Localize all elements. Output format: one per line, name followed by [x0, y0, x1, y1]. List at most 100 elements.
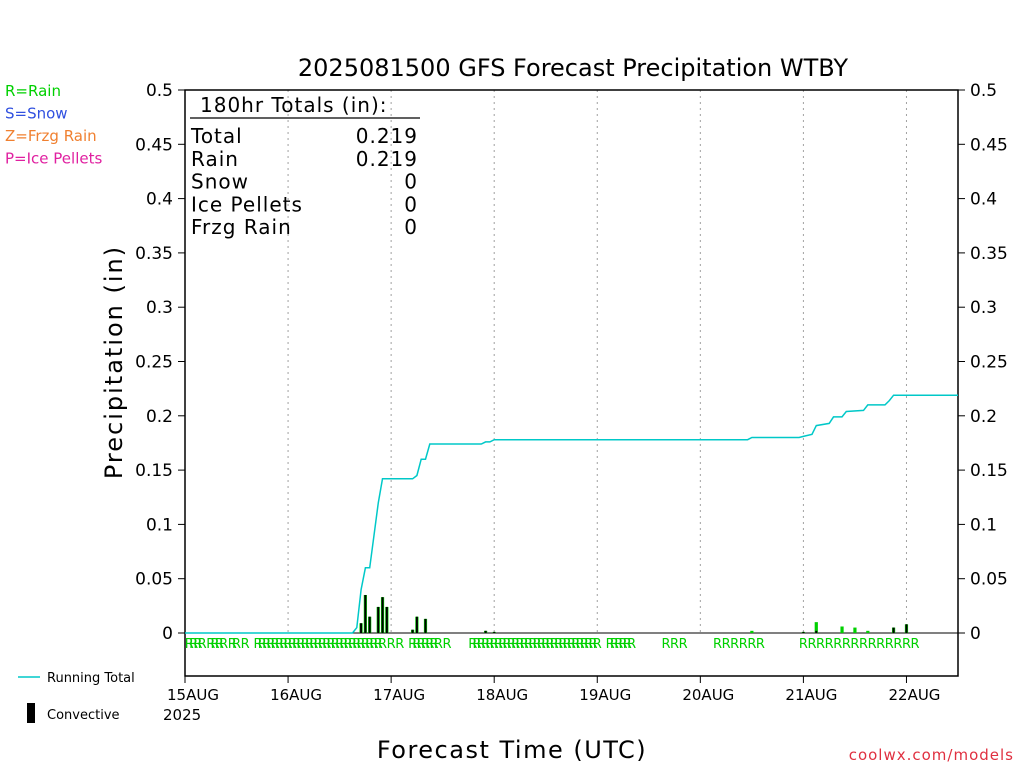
rain-type-marker: R — [357, 637, 366, 652]
rain-type-marker: R — [271, 637, 280, 652]
rain-type-marker: R — [859, 637, 868, 652]
rain-type-marker: R — [189, 637, 198, 652]
rain-type-marker: R — [546, 637, 555, 652]
rain-type-marker: R — [288, 637, 297, 652]
y-tick-label-right: 0.15 — [970, 461, 1008, 481]
y-tick-label-right: 0.1 — [970, 515, 997, 535]
rain-type-marker: R — [481, 637, 490, 652]
x-tick-label: 16AUG — [270, 686, 322, 704]
rain-type-marker: R — [477, 637, 486, 652]
rain-type-marker: R — [747, 637, 756, 652]
rain-type-marker: R — [713, 637, 722, 652]
totals-row-value: 0.219 — [356, 147, 418, 171]
precip-type-legend: R=Rain S=Snow Z=Frzg Rain P=Ice Pellets — [5, 82, 102, 168]
rain-type-marker: R — [279, 637, 288, 652]
rain-type-marker: R — [361, 637, 370, 652]
rain-type-marker: R — [541, 637, 550, 652]
convective-bar — [484, 630, 487, 633]
rain-type-marker: R — [348, 637, 357, 652]
totals-row-value: 0 — [404, 215, 418, 239]
rain-type-marker: R — [661, 637, 670, 652]
rain-type-marker: R — [417, 637, 426, 652]
rain-type-marker: R — [211, 637, 220, 652]
rain-type-marker: R — [206, 637, 215, 652]
totals-row-label: Ice Pellets — [191, 192, 303, 216]
rain-type-marker: R — [408, 637, 417, 652]
totals-row-label: Rain — [191, 147, 239, 171]
convective-legend-label: Convective — [47, 708, 120, 723]
rain-type-marker: R — [850, 637, 859, 652]
totals-row-value: 0.219 — [356, 124, 418, 148]
rain-type-marker: R — [507, 637, 516, 652]
legend-item-1: S=Snow — [5, 105, 68, 123]
rain-type-marker: R — [258, 637, 267, 652]
totals-row-value: 0 — [404, 192, 418, 216]
x-tick-label: 21AUG — [785, 686, 837, 704]
legend-item-0: R=Rain — [5, 82, 61, 100]
rain-bar — [840, 626, 844, 633]
rain-type-marker: R — [876, 637, 885, 652]
rain-type-marker: R — [395, 637, 404, 652]
totals-box: 180hr Totals (in): Total 0.219 Rain 0.219 Sno… — [190, 93, 420, 239]
rain-type-marker: R — [472, 637, 481, 652]
rain-type-marker: R — [185, 637, 194, 652]
convective-bar — [381, 597, 384, 633]
convective-bar — [802, 631, 805, 633]
rain-type-marker: R — [567, 637, 576, 652]
rain-type-marker: R — [550, 637, 559, 652]
rain-type-marker: R — [296, 637, 305, 652]
rain-type-marker: R — [374, 637, 383, 652]
y-tick-label-right: 0.25 — [970, 353, 1008, 373]
rain-type-marker: R — [253, 637, 262, 652]
convective-bar — [815, 630, 818, 633]
y-tick-label-left: 0.1 — [146, 515, 173, 535]
rain-type-marker: R — [619, 637, 628, 652]
convective-bar — [364, 594, 367, 633]
totals-row-label: Snow — [191, 170, 249, 194]
rain-type-marker: R — [885, 637, 894, 652]
y-tick-label-left: 0.25 — [135, 353, 173, 373]
convective-bar — [385, 606, 388, 633]
rain-type-marker: R — [305, 637, 314, 652]
x-tick-label: 19AUG — [579, 686, 631, 704]
rain-type-marker: R — [558, 637, 567, 652]
rain-type-marker: R — [309, 637, 318, 652]
totals-row-label: Frzg Rain — [191, 215, 292, 239]
rain-type-marker: R — [606, 637, 615, 652]
rain-type-marker: R — [511, 637, 520, 652]
rain-type-marker: R — [580, 637, 589, 652]
rain-type-marker: R — [833, 637, 842, 652]
rain-type-marker: R — [498, 637, 507, 652]
rain-type-marker: R — [571, 637, 580, 652]
x-axis-label: Forecast Time (UTC) — [377, 736, 647, 764]
rain-type-marker: R — [807, 637, 816, 652]
y-tick-label-left: 0 — [162, 624, 173, 644]
y-tick-label-right: 0.05 — [970, 570, 1008, 590]
convective-legend-swatch — [27, 703, 35, 723]
legend-item-3: P=Ice Pellets — [5, 150, 102, 168]
y-ticks-right: 0 0.05 0.1 0.15 0.2 0.25 0.3 0.35 0.4 0.45 0.5 — [958, 81, 1008, 644]
rain-type-marker: R — [434, 637, 443, 652]
rain-type-marker: R — [344, 637, 353, 652]
rain-type-marker: R — [576, 637, 585, 652]
convective-bar — [424, 618, 427, 633]
rain-type-marker: R — [614, 637, 623, 652]
rain-type-marker: R — [739, 637, 748, 652]
y-axis-label: Precipitation (in) — [100, 245, 128, 479]
rain-type-marker: R — [610, 637, 619, 652]
x-tick-label: 22AUG — [888, 686, 940, 704]
rain-bar — [814, 622, 818, 633]
rain-type-marker: R — [284, 637, 293, 652]
rain-type-marker: R — [537, 637, 546, 652]
y-tick-label-right: 0.4 — [970, 190, 997, 210]
rain-type-marker: R — [911, 637, 920, 652]
convective-bar — [905, 624, 908, 633]
y-tick-label-left: 0.15 — [135, 461, 173, 481]
rain-type-marker: R — [588, 637, 597, 652]
rain-type-marker: R — [228, 637, 237, 652]
rain-type-marker: R — [412, 637, 421, 652]
rain-type-marker: R — [430, 637, 439, 652]
rain-type-marker: R — [215, 637, 224, 652]
rain-type-marker: R — [593, 637, 602, 652]
